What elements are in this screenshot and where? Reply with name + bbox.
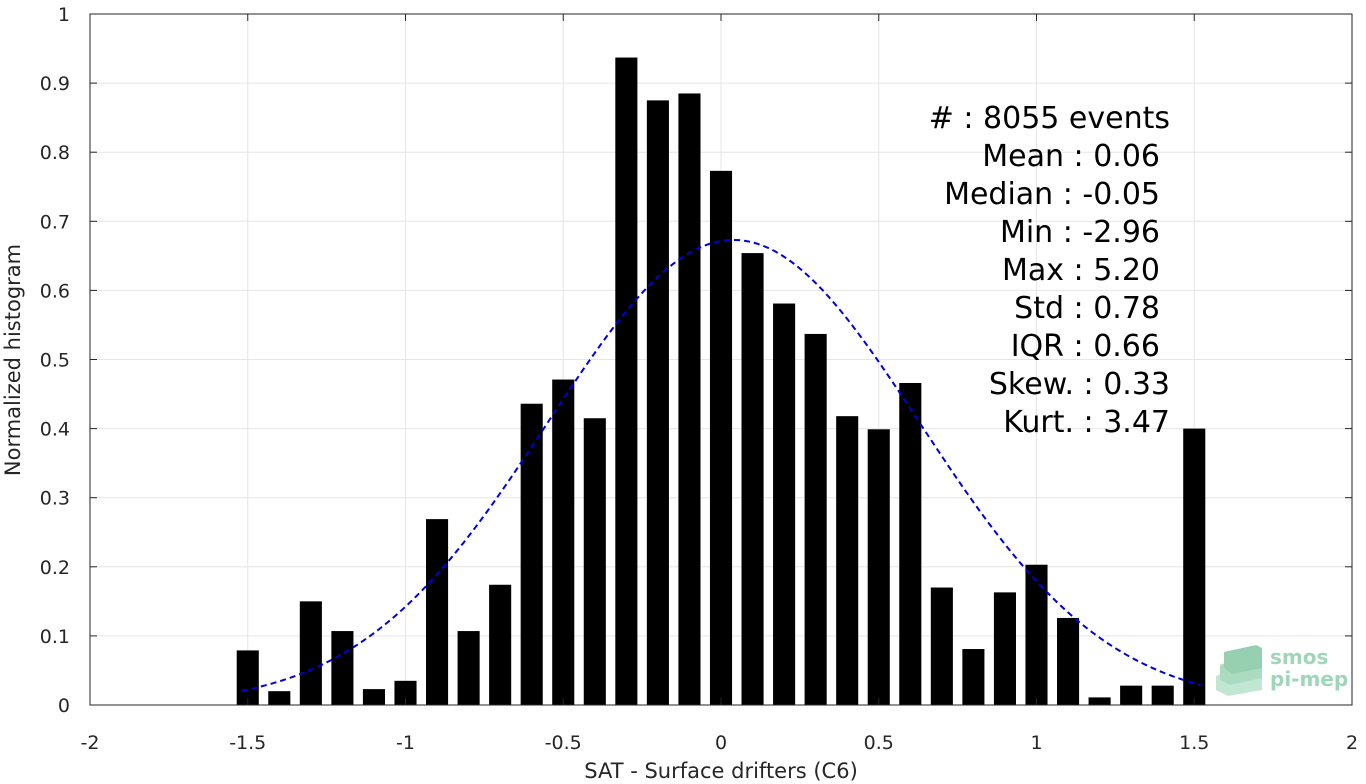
histogram-bar: [457, 631, 480, 705]
histogram-bar: [836, 416, 859, 705]
y-tick-label: 0.5: [40, 350, 70, 372]
histogram-bar: [426, 519, 449, 705]
stats-line: Std : 0.78: [1014, 291, 1160, 326]
stats-line: Mean : 0.06: [982, 139, 1160, 174]
y-tick-label: 0.2: [40, 557, 70, 579]
stats-line: Kurt. : 3.47: [1003, 405, 1170, 440]
y-axis-label: Normalized histogram: [1, 244, 25, 476]
histogram-bar: [268, 691, 291, 705]
histogram-bar: [615, 57, 638, 705]
histogram-bar: [773, 303, 796, 705]
histogram-bar: [930, 587, 953, 705]
histogram-bar: [1025, 564, 1048, 705]
histogram-bar: [867, 429, 890, 705]
y-tick-label: 0.4: [40, 419, 70, 441]
histogram-bar: [362, 689, 385, 705]
stats-line: # : 8055 events: [929, 101, 1170, 136]
y-tick-label: 0: [58, 695, 70, 717]
histogram-bar: [394, 680, 417, 705]
stats-line: Max : 5.20: [1002, 253, 1160, 288]
y-tick-label: 0.1: [40, 626, 70, 648]
stats-line: IQR : 0.66: [1011, 329, 1160, 364]
histogram-bar: [741, 253, 764, 705]
x-tick-label: 1.5: [1179, 732, 1209, 754]
x-tick-label: -1.5: [229, 732, 266, 754]
y-tick-label: 0.6: [40, 280, 70, 302]
x-tick-label: 0: [715, 732, 727, 754]
x-tick-label: 0.5: [864, 732, 894, 754]
histogram-bar: [993, 592, 1016, 705]
histogram-bar: [1088, 697, 1111, 705]
x-tick-label: -0.5: [545, 732, 582, 754]
histogram-bar: [1151, 685, 1174, 705]
y-tick-label: 1: [58, 4, 70, 26]
histogram-bar: [1120, 685, 1143, 705]
ticks: [89, 13, 1353, 706]
histogram-bar: [646, 100, 669, 705]
x-tick-label: 2: [1346, 732, 1358, 754]
smos-pi-mep-logo: smos pi-mep: [1216, 645, 1348, 696]
y-tick-label: 0.9: [40, 73, 70, 95]
stats-line: Skew. : 0.33: [989, 367, 1170, 402]
histogram-bar: [678, 93, 701, 706]
histogram-bar: [299, 601, 322, 705]
logo-text-smos: smos: [1270, 645, 1328, 669]
gaussian-fit-curve: [241, 238, 1201, 692]
histogram-bar: [520, 403, 543, 705]
y-tick-label: 0.8: [40, 142, 70, 164]
y-tick-label: 0.3: [40, 488, 70, 510]
stats-line: Median : -0.05: [944, 177, 1160, 212]
bars: [236, 57, 1206, 706]
histogram-bar: [1183, 428, 1206, 705]
histogram-bar: [1057, 617, 1080, 705]
x-tick-label: -2: [81, 732, 100, 754]
y-tick-label: 0.7: [40, 211, 70, 233]
x-tick-labels: -2 -1.5 -1 -0.5 0 0.5 1 1.5 2: [81, 732, 1359, 754]
histogram-bar: [236, 650, 259, 705]
x-tick-label: 1: [1030, 732, 1042, 754]
logo-text-pi-mep: pi-mep: [1270, 667, 1348, 691]
histogram-bar: [709, 170, 733, 705]
histogram-bar: [804, 333, 827, 705]
y-tick-labels: 0 0.1 0.2 0.3 0.4 0.5 0.6 0.7 0.8 0.9 1: [40, 4, 70, 717]
histogram-bar: [552, 379, 575, 705]
histogram-bar: [583, 418, 606, 705]
histogram-bar: [331, 631, 354, 705]
histogram-bar: [489, 584, 512, 705]
x-axis-label: SAT - Surface drifters (C6): [584, 759, 858, 783]
histogram-bar: [899, 382, 922, 705]
stats-line: Min : -2.96: [1000, 215, 1160, 250]
x-tick-label: -1: [396, 732, 415, 754]
logo-shape-front: [1224, 645, 1262, 674]
histogram-bar: [962, 649, 985, 705]
